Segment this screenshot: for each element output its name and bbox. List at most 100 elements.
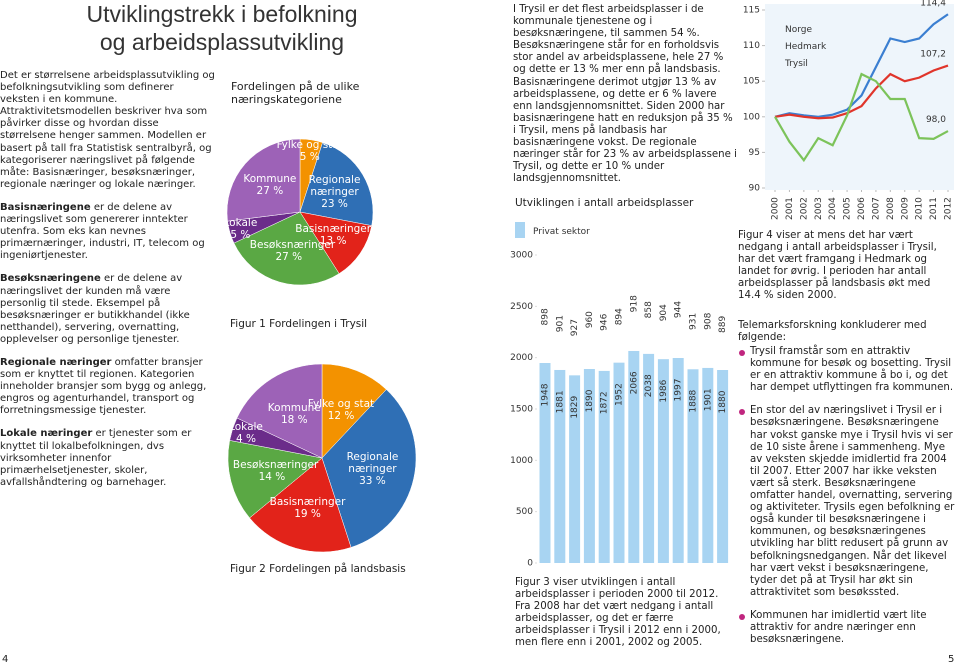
- bar: [717, 369, 729, 563]
- data-label: 908: [703, 312, 713, 329]
- data-label: 1952: [615, 383, 625, 406]
- slice-value: 27 %: [275, 250, 303, 263]
- data-label: 1829: [570, 395, 580, 418]
- x-tick-label: 2000: [771, 197, 781, 220]
- slice-label: Regionale næringer 23 %: [296, 174, 374, 210]
- fig3-text: Figur 3 viser utviklingen i antall arbei…: [515, 577, 721, 649]
- conclusion-intro: Telemarksforskning konkluderer med følge…: [738, 320, 927, 344]
- text: er de delene av næringslivet der kunden …: [0, 273, 190, 345]
- bar: [598, 370, 610, 563]
- data-label: 944: [674, 301, 684, 318]
- slice-label: Besøksnæringer 27 %: [249, 238, 336, 263]
- fig4-text: Figur 4 viser at mens det har vært nedga…: [738, 230, 937, 302]
- slice-name: Regionale næringer: [346, 451, 399, 476]
- slice-value: 5 %: [299, 150, 320, 163]
- slice-label: Fylke og stat 12 %: [302, 398, 380, 422]
- x-tick-label: 2003: [814, 197, 824, 220]
- slice-label: Basisnæringer 13 %: [294, 223, 372, 247]
- pie-slice: [299, 211, 372, 274]
- data-label: 1888: [689, 389, 699, 412]
- bar: [717, 278, 729, 370]
- text: omfatter bransjer som er knyttet til reg…: [0, 356, 207, 417]
- bar: [539, 270, 551, 364]
- bar: [628, 256, 640, 351]
- slice-name: Besøksnæringer: [249, 238, 336, 251]
- data-label: 946: [600, 313, 610, 330]
- bullet: Trysil framstår som en attraktiv kommune…: [738, 346, 956, 394]
- intro-text: Det er størrelsene arbeidsplassutvikling…: [0, 70, 215, 500]
- data-label: 1880: [718, 390, 728, 413]
- x-tick-label: 2005: [843, 197, 853, 220]
- page-number: 5: [948, 654, 955, 665]
- bar: [583, 270, 595, 369]
- slice-name: Lokale: [223, 217, 258, 230]
- data-label: 1948: [541, 383, 551, 406]
- data-label: 1986: [659, 379, 669, 402]
- middle-text: I Trysil er det flest arbeidsplasser i d…: [513, 4, 737, 185]
- slice-label: Lokale 4 %: [207, 421, 285, 445]
- bar: [702, 274, 714, 368]
- figure-caption: Figur 1 Fordelingen i Trysil: [230, 318, 368, 330]
- slice-value: 12 %: [327, 409, 355, 422]
- slice-value: 5 %: [230, 229, 251, 242]
- pie-slice: [236, 363, 323, 459]
- x-tick-label: 2012: [944, 197, 954, 220]
- bullet: En stor del av næringslivet i Trysil er …: [738, 405, 956, 599]
- pie-slice: [233, 211, 340, 286]
- bullet-list: Trysil framstår som en attraktiv kommune…: [738, 346, 956, 657]
- slice-value: 18 %: [280, 414, 308, 427]
- data-label: 858: [644, 301, 654, 318]
- x-tick-label: 2011: [929, 197, 939, 220]
- legend-label: Hedmark: [785, 42, 827, 52]
- data-label: 1997: [674, 379, 684, 402]
- slice-value: 33 %: [359, 475, 386, 488]
- bar: [569, 280, 581, 376]
- data-label: 960: [585, 311, 595, 328]
- term: Regionale næringer: [0, 356, 112, 368]
- slice-name: Kommune: [267, 402, 321, 415]
- legend-label: Privat sektor: [533, 227, 590, 237]
- bar: [598, 273, 610, 371]
- x-tick-label: 2010: [915, 197, 925, 220]
- bar: [643, 353, 655, 563]
- slice-name: Regionale næringer: [308, 173, 361, 198]
- data-label: 98,0: [926, 115, 946, 125]
- bar: [702, 367, 714, 563]
- slice-name: Basisnæringer: [295, 222, 372, 235]
- bar: [657, 266, 669, 360]
- slice-value: 27 %: [256, 185, 284, 198]
- data-label: 2038: [644, 374, 654, 397]
- y-tick-label: 0: [527, 559, 533, 569]
- slice-label: Fylke og stat 5 %: [271, 139, 349, 163]
- page-number: 4: [2, 654, 9, 665]
- slice-label: Kommune 27 %: [231, 173, 309, 197]
- bar: [583, 368, 595, 563]
- x-tick-label: 2008: [886, 197, 896, 220]
- slice-value: 4 %: [236, 433, 256, 446]
- y-tick-label: 110: [743, 41, 760, 51]
- bar: [657, 359, 669, 563]
- pie-slice: [321, 389, 417, 548]
- slice-name: Fylke og stat: [307, 397, 375, 410]
- paragraph: Basisnæringene er de delene av næringsli…: [0, 202, 215, 262]
- bar: [554, 369, 566, 563]
- y-tick-label: 3000: [510, 251, 533, 261]
- term: Lokale næringer: [0, 428, 93, 440]
- slice-label: Kommune 18 %: [255, 402, 333, 426]
- legend-label: Trysil: [784, 59, 808, 69]
- slice-name: Lokale: [229, 421, 263, 434]
- pie-slice: [249, 457, 352, 553]
- bar: [687, 273, 699, 370]
- page-title: Utviklingstrekk i befolkning og arbeidsp…: [86, 1, 358, 55]
- slice-name: Basisnæringer: [269, 495, 346, 508]
- bar: [569, 375, 581, 563]
- bar: [628, 350, 640, 563]
- paragraph: Det er størrelsene arbeidsplassutvikling…: [0, 70, 215, 191]
- bar: [643, 265, 655, 354]
- bar: [613, 270, 625, 363]
- x-tick-label: 2007: [871, 197, 881, 220]
- term: Besøksnæringene: [0, 273, 101, 285]
- data-label: 918: [629, 295, 639, 312]
- slice-label: Besøksnæringer 14 %: [233, 459, 318, 483]
- bar: [539, 363, 551, 563]
